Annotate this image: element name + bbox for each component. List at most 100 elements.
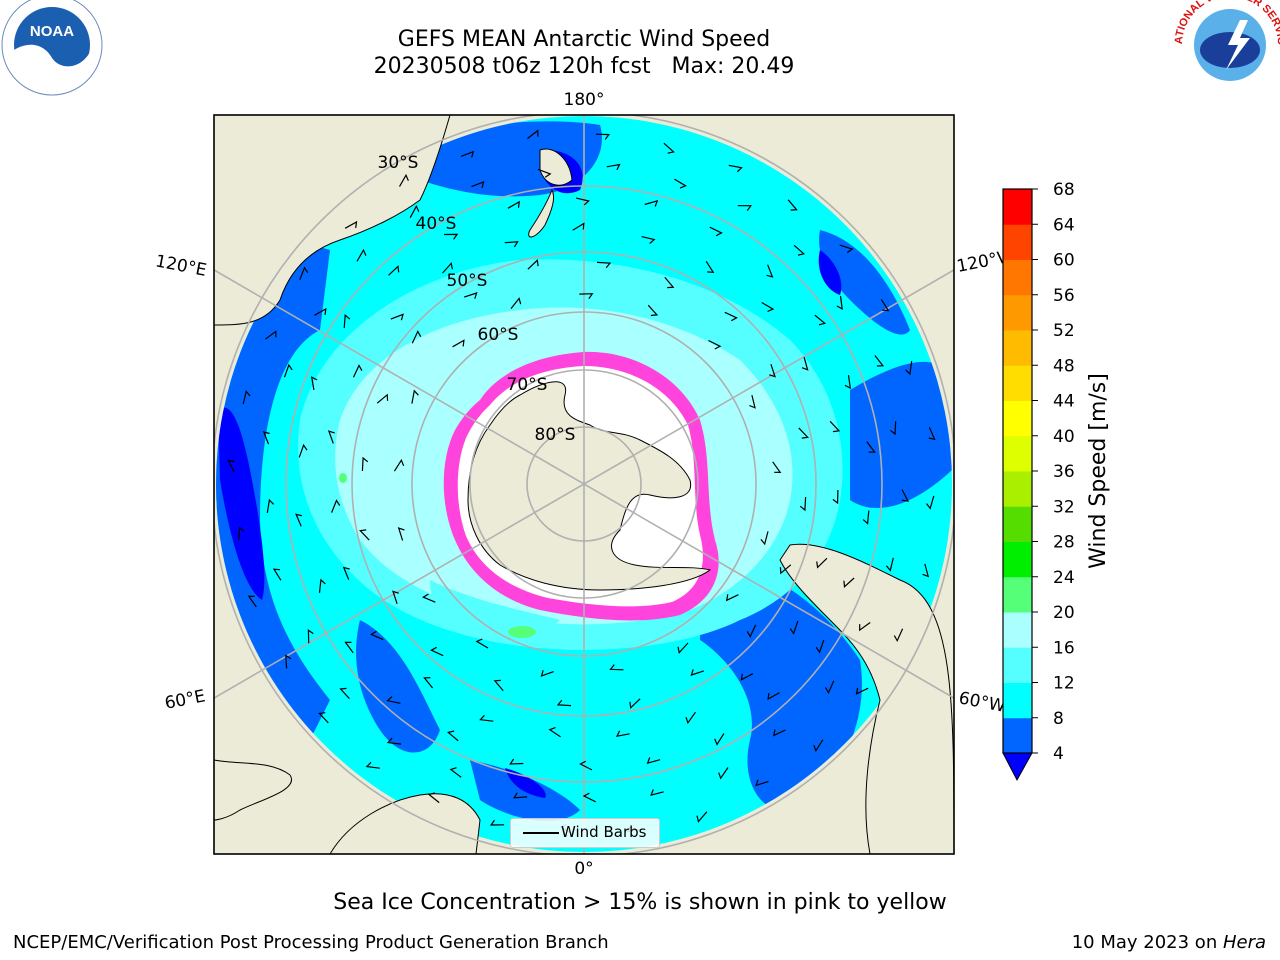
wind-barb [718, 767, 729, 780]
band-calm-northeast [818, 250, 842, 295]
colorbar-segment [1003, 435, 1032, 472]
wind-barb [464, 292, 478, 299]
band-calm-west [218, 407, 265, 600]
wind-barb [307, 629, 314, 644]
wind-barb [755, 779, 769, 787]
wind-barb [832, 489, 839, 505]
wind-barb [760, 531, 769, 546]
wind-barb [885, 557, 894, 572]
wind-barbs [227, 129, 936, 835]
colorbar-segment [1003, 682, 1032, 719]
band-peak-spot [508, 626, 536, 638]
wind-barb [318, 578, 326, 593]
figure-title: GEFS MEAN Antarctic Wind Speed [397, 27, 771, 52]
wind-barb [295, 513, 303, 527]
wind-barb [527, 129, 539, 140]
band-low-southwest [356, 620, 440, 753]
wind-barb [641, 236, 656, 244]
wind-barb [310, 376, 318, 391]
wind-barb [766, 264, 774, 278]
wind-barb [814, 314, 827, 326]
wind-barb [398, 173, 409, 187]
wind-barb [369, 630, 384, 641]
colorbar-tick-label: 60 [1053, 251, 1075, 271]
wind-barb [772, 729, 786, 737]
footer-date: 10 May 2023 on Hera [1072, 932, 1266, 953]
band-low-southeast [700, 560, 862, 812]
wind-barb [779, 564, 792, 575]
colorbar-tick-label: 24 [1053, 568, 1075, 588]
map-legend: Wind Barbs [510, 818, 660, 848]
colorbar-segment [1003, 224, 1032, 260]
wind-barb [901, 489, 910, 502]
colorbar-segment [1003, 541, 1032, 578]
wind-barb [575, 197, 590, 206]
wind-barb [548, 727, 561, 738]
wind-barb [427, 792, 440, 804]
wind-barb [471, 181, 485, 188]
band-calm-south [505, 768, 546, 798]
wind-barb [283, 363, 293, 378]
wind-barb [527, 259, 539, 270]
wind-barb [650, 789, 664, 796]
wind-barb [509, 758, 524, 765]
new-zealand-south [528, 188, 555, 238]
colorbar-tick-label: 36 [1053, 462, 1075, 482]
colorbar-segment [1003, 471, 1032, 507]
wind-barb [816, 557, 828, 569]
wind-barb [512, 792, 528, 799]
wind-barb [507, 200, 520, 209]
wind-barb [452, 339, 465, 348]
wind-barb [411, 389, 419, 404]
wind-barb [615, 730, 630, 738]
wind-barb [397, 527, 405, 541]
wind-barb [444, 233, 459, 240]
wind-barb [352, 364, 363, 378]
wind-barb [582, 792, 596, 803]
map-frame [213, 114, 955, 855]
wind-barb [728, 164, 743, 173]
wind-barb [705, 260, 715, 273]
wind-barb [663, 142, 675, 154]
wind-barb [272, 568, 282, 581]
wind-barb [926, 495, 935, 510]
wind-barb [787, 199, 798, 211]
wind-barb [844, 375, 852, 390]
colorbar-segment [1003, 365, 1032, 401]
wind-barb [339, 687, 350, 700]
wind-barb [813, 739, 824, 753]
colorbar-segment [1003, 259, 1032, 296]
noaa-logo: NOAA [1, 0, 103, 96]
wind-barb [859, 622, 871, 632]
wind-barb [724, 311, 738, 322]
lat-label-60: 60°S [478, 325, 519, 345]
figure-caption: Sea Ice Concentration > 15% is shown in … [333, 890, 947, 915]
africa [329, 793, 481, 854]
wind-barb [890, 421, 897, 436]
wind-barb [761, 301, 775, 313]
colorbar-segment [1003, 506, 1032, 542]
noaa-logo-text: NOAA [30, 23, 74, 40]
wind-barb [690, 669, 704, 676]
wind-barb [677, 642, 689, 654]
wind-barb [862, 510, 870, 525]
wind-barb [430, 646, 444, 657]
wind-barb [855, 687, 869, 695]
wind-barb [299, 266, 309, 281]
wind-barb [449, 767, 462, 778]
colorbar-under-arrow [1002, 752, 1033, 782]
wind-barb [342, 566, 350, 580]
colorbar-tick-label: 28 [1053, 533, 1075, 553]
footer-host: Hera [1222, 932, 1266, 953]
wind-barb [365, 761, 380, 769]
wind-barb [447, 730, 459, 742]
wind-barb [839, 244, 854, 254]
wind-barb [327, 430, 335, 444]
wind-barb [629, 698, 641, 709]
wind-barb [388, 265, 400, 276]
wind-barb [767, 692, 780, 701]
wind-barb [421, 593, 436, 603]
wind-barb [227, 459, 235, 473]
wind-barb [793, 244, 806, 256]
